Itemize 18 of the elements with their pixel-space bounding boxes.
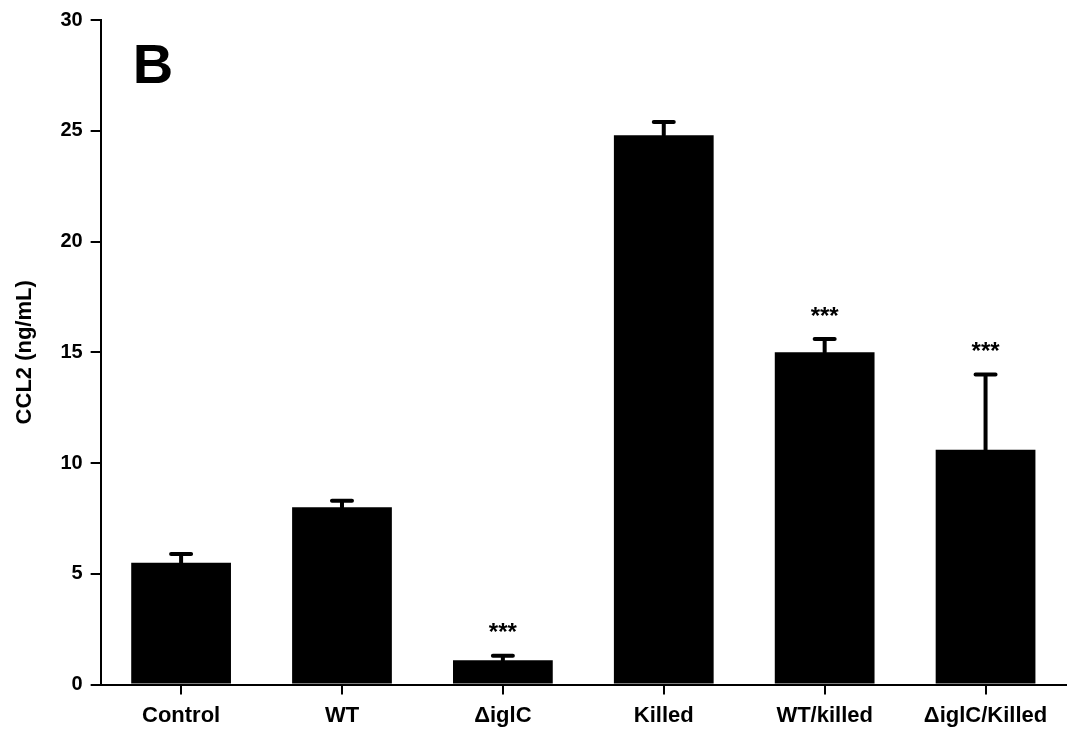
y-tick-label: 20 (60, 229, 83, 252)
x-tick-label: Control (141, 701, 221, 727)
x-tick-label: WT/killed (776, 701, 873, 727)
annotation: *** (810, 301, 840, 329)
annotation: B (132, 32, 174, 96)
x-tick-label: Killed (633, 701, 694, 727)
y-tick-label: 5 (71, 561, 83, 584)
y-tick-label: 10 (60, 450, 83, 473)
y-tick-label: 30 (60, 7, 83, 30)
x-tick-label: ΔiglC/Killed (923, 701, 1048, 727)
annotation: *** (971, 337, 1001, 365)
x-tick-label: WT (324, 701, 360, 727)
x-tick-label: ΔiglC (474, 701, 532, 727)
y-tick-label: 25 (60, 118, 83, 141)
annotation: *** (488, 618, 518, 646)
y-tick-label: 15 (60, 339, 83, 362)
y-tick-label: 0 (71, 672, 83, 695)
y-axis-title: CCL2 (ng/mL) (11, 280, 37, 425)
